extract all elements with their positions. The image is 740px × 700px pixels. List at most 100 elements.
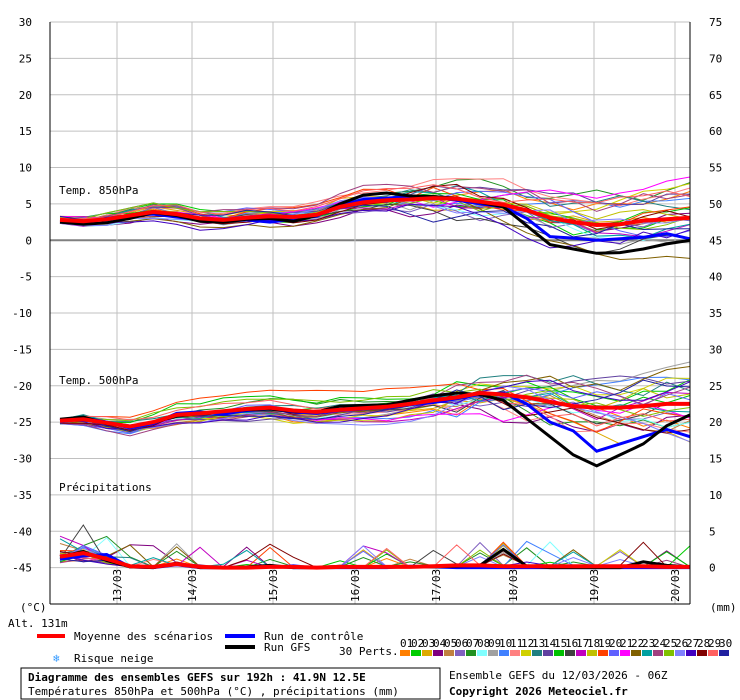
y-left-tick-label: -10: [12, 307, 32, 320]
legend-gfs-label: Run GFS: [264, 641, 310, 654]
y-right-tick-label: 30: [709, 343, 722, 356]
x-tick-label: 20/03: [669, 569, 682, 602]
perturbation-legend-swatch: [664, 650, 674, 656]
y-left-tick-label: -30: [12, 453, 32, 466]
perturbation-legend-swatch: [543, 650, 553, 656]
perturbation-legend-label: 05: [444, 637, 457, 650]
perturbation-legend-label: 29: [708, 637, 721, 650]
perturbation-legend-label: 21: [620, 637, 633, 650]
y-left-tick-label: 30: [19, 16, 32, 29]
perturbation-legend-swatch: [697, 650, 707, 656]
perturbation-legend-label: 18: [587, 637, 600, 650]
perturbation-legend-label: 26: [675, 637, 688, 650]
y-right-tick-label: 25: [709, 380, 722, 393]
perturbation-legend-label: 10: [499, 637, 512, 650]
snowflake-icon: ❄: [53, 652, 60, 665]
perturbation-precip-line: [59, 535, 691, 569]
y-left-tick-label: -25: [12, 416, 32, 429]
y-left-tick-label: 15: [19, 125, 32, 138]
y-left-tick-label: -15: [12, 343, 32, 356]
perturbation-legend-swatch: [532, 650, 542, 656]
perturbation-legend-swatch: [565, 650, 575, 656]
perturbation-legend-swatch: [708, 650, 718, 656]
y-left-tick-label: -5: [19, 271, 32, 284]
y-right-tick-label: 45: [709, 234, 722, 247]
perturbation-legend-swatch: [653, 650, 663, 656]
y-right-tick-label: 20: [709, 416, 722, 429]
y-right-tick-label: 65: [709, 89, 722, 102]
perturbation-t850-line: [59, 184, 691, 220]
perturbation-legend-swatch: [444, 650, 454, 656]
perturbation-legend-swatch: [422, 650, 432, 656]
x-tick-label: 19/03: [588, 569, 601, 602]
y-left-tick-label: 10: [19, 162, 32, 175]
perturbation-legend-swatch: [477, 650, 487, 656]
legend-mean-label: Moyenne des scénarios: [74, 630, 213, 643]
y-left-unit: (°C): [20, 601, 47, 614]
perturbation-legend-swatch: [620, 650, 630, 656]
perturbation-legend-label: 14: [543, 637, 557, 650]
legend-control-label: Run de contrôle: [264, 630, 363, 643]
y-right-tick-label: 15: [709, 453, 722, 466]
perturbation-legend-swatch: [631, 650, 641, 656]
x-tick-label: 15/03: [267, 569, 280, 602]
perturbation-legend-label: 08: [477, 637, 490, 650]
y-right-tick-label: 5: [709, 525, 716, 538]
perturbation-t500-line: [59, 383, 691, 433]
perturbation-legend-label: 20: [609, 637, 622, 650]
perturbation-legend-label: 04: [433, 637, 447, 650]
perturbation-legend-label: 17: [576, 637, 589, 650]
y-right-tick-label: 40: [709, 271, 722, 284]
perturbation-legend-label: 25: [664, 637, 677, 650]
x-tick-label: 13/03: [111, 569, 124, 602]
perturbations-count: 30 Perts.: [339, 645, 399, 658]
footer-box: [20, 667, 441, 700]
perturbation-legend-swatch: [642, 650, 652, 656]
perturbation-t850-line: [59, 199, 691, 236]
perturbation-t500-line: [59, 379, 691, 431]
y-right-tick-label: 50: [709, 198, 722, 211]
perturbation-legend-swatch: [411, 650, 421, 656]
perturbation-legend-swatch: [587, 650, 597, 656]
y-right-tick-label: 0: [709, 562, 716, 575]
y-left-tick-label: -20: [12, 380, 32, 393]
perturbation-legend-swatch: [609, 650, 619, 656]
perturbation-legend-label: 16: [565, 637, 578, 650]
perturbation-legend-swatch: [719, 650, 729, 656]
main-series-lines: [59, 191, 691, 570]
y-right-tick-label: 60: [709, 125, 722, 138]
footer-run: Ensemble GEFS du 12/03/2026 - 06Z: [449, 669, 668, 682]
perturbation-legend-swatch: [521, 650, 531, 656]
y-left-tick-label: 0: [25, 234, 32, 247]
perturbation-legend-label: 28: [697, 637, 710, 650]
perturbation-t500-line: [59, 385, 691, 443]
perturbation-legend-label: 13: [532, 637, 545, 650]
y-right-unit: (mm): [710, 601, 737, 614]
perturbation-legend-label: 12: [521, 637, 534, 650]
x-tick-label: 16/03: [349, 569, 362, 602]
perturbation-legend-label: 23: [642, 637, 655, 650]
perturbation-legend-label: 09: [488, 637, 501, 650]
perturbation-legend-swatch: [686, 650, 696, 656]
perturbation-t500-line: [59, 374, 691, 437]
y-left-tick-label: -40: [12, 525, 32, 538]
x-tick-label: 14/03: [186, 569, 199, 602]
x-tick-label: 17/03: [430, 569, 443, 602]
perturbation-legend-label: 11: [510, 637, 523, 650]
y-left-tick-label: -35: [12, 489, 32, 502]
perturbation-legend-swatch: [598, 650, 608, 656]
series-precip-line: [59, 551, 690, 570]
y-right-tick-label: 70: [709, 52, 722, 65]
perturbation-legend-label: 07: [466, 637, 479, 650]
perturbation-legend-label: 02: [411, 637, 424, 650]
x-tick-label: 18/03: [507, 569, 520, 602]
perturbation-legend-label: 15: [554, 637, 567, 650]
perturbation-legend-swatch: [433, 650, 443, 656]
perturbation-legend-swatch: [554, 650, 564, 656]
perturbation-legend-swatch: [488, 650, 498, 656]
footer-copyright: Copyright 2026 Meteociel.fr: [449, 685, 628, 698]
footer-subtitle: Températures 850hPa et 500hPa (°C) , pré…: [28, 685, 399, 698]
perturbation-legend-swatch: [576, 650, 586, 656]
